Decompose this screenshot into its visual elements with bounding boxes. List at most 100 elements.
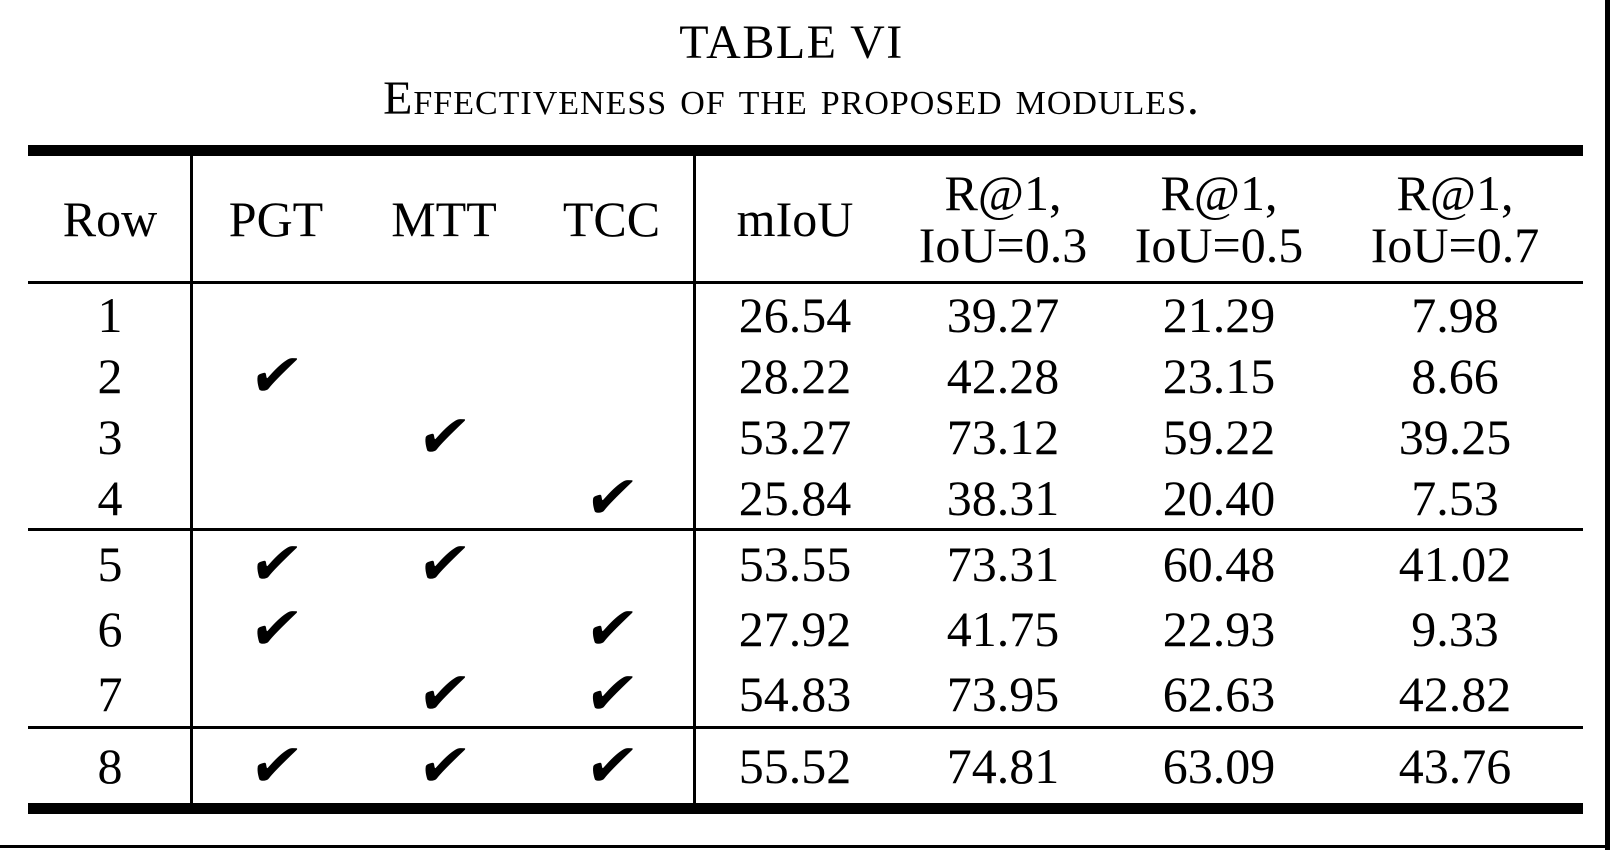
table-row: 6 ✔ ✔ 27.92 41.75 22.93 9.33 [28, 593, 1583, 664]
header-row: Row PGT MTT TCC mIoU R@1, IoU=0.3 R@1, I… [28, 156, 1583, 281]
table-row: 8 ✔ ✔ ✔ 55.52 74.81 63.09 43.76 [28, 729, 1583, 803]
table-row: 3 ✔ 53.27 73.12 59.22 39.25 [28, 401, 1583, 472]
r1-iou03-value-cell: 73.31 [946, 535, 1060, 592]
r1-iou07-value-cell: 7.53 [1411, 469, 1499, 526]
miou-value-cell: 54.83 [738, 665, 852, 722]
r1-iou05-value-cell: 59.22 [1162, 408, 1276, 465]
miou-value-cell: 28.22 [738, 347, 852, 404]
tcc-check-cell [523, 406, 701, 467]
pgt-check-cell: ✔ [244, 528, 308, 599]
mtt-check-cell [355, 284, 534, 345]
col-header-mtt: MTT [391, 190, 497, 247]
miou-value-cell: 53.27 [738, 408, 852, 465]
r1-iou05-value-cell: 62.63 [1162, 665, 1276, 722]
table-caption-block: TABLE VI Effectiveness of the proposed m… [0, 14, 1583, 126]
col-header-r1-iou07-line1: R@1, [1396, 164, 1514, 221]
miou-value-cell: 53.55 [738, 535, 852, 592]
column-separator-2 [693, 156, 696, 803]
header-rule [28, 281, 1583, 284]
tcc-check-cell: ✔ [580, 658, 643, 729]
col-header-tcc: TCC [562, 190, 661, 247]
row-number-cell: 6 [97, 600, 123, 657]
mtt-check-cell [355, 467, 534, 528]
table-caption-text: Effectiveness of the proposed modules. [383, 72, 1200, 125]
col-header-r1-iou07-line2: IoU=0.7 [1370, 216, 1540, 273]
pgt-check-cell [187, 284, 366, 345]
r1-iou05-value-cell: 63.09 [1162, 738, 1276, 794]
r1-iou07-value-cell: 9.33 [1411, 600, 1499, 657]
tcc-check-cell [522, 531, 700, 596]
tcc-check-cell: ✔ [580, 593, 643, 664]
col-header-r1-iou03-line2: IoU=0.3 [918, 216, 1088, 273]
row-number-cell: 1 [97, 286, 123, 343]
r1-iou05-value-cell: 23.15 [1162, 347, 1276, 404]
col-header-r1-iou07: R@1, IoU=0.7 [1327, 156, 1583, 281]
pgt-check-cell: ✔ [244, 593, 308, 664]
results-table: Row PGT MTT TCC mIoU R@1, IoU=0.3 R@1, I… [28, 145, 1583, 814]
row-number-cell: 7 [97, 665, 123, 722]
tcc-check-cell [523, 345, 701, 406]
row-number-cell: 8 [97, 738, 123, 794]
pgt-check-cell: ✔ [244, 340, 308, 411]
table-row: 5 ✔ ✔ 53.55 73.31 60.48 41.02 [28, 528, 1583, 599]
miou-value-cell: 27.92 [738, 600, 852, 657]
tcc-check-cell: ✔ [580, 731, 643, 801]
r1-iou03-value-cell: 41.75 [946, 600, 1060, 657]
r1-iou07-value-cell: 41.02 [1398, 535, 1512, 592]
top-rule [28, 145, 1583, 156]
table-number: TABLE VI [679, 16, 904, 69]
r1-iou07-value-cell: 7.98 [1411, 286, 1499, 343]
col-header-miou: mIoU [736, 190, 854, 247]
r1-iou07-value-cell: 8.66 [1411, 347, 1499, 404]
mtt-check-cell [354, 596, 533, 661]
r1-iou03-value-cell: 73.95 [946, 665, 1060, 722]
mtt-check-cell [355, 345, 534, 406]
table-row: 2 ✔ 28.22 42.28 23.15 8.66 [28, 340, 1583, 411]
row-number-cell: 5 [97, 535, 123, 592]
r1-iou07-value-cell: 42.82 [1398, 665, 1512, 722]
col-header-r1-iou03: R@1, IoU=0.3 [895, 156, 1111, 281]
group-rule-2 [28, 726, 1583, 729]
miou-value-cell: 55.52 [738, 738, 852, 794]
col-header-pgt: PGT [228, 190, 324, 247]
r1-iou07-value-cell: 39.25 [1398, 408, 1512, 465]
table-row: 7 ✔ ✔ 54.83 73.95 62.63 42.82 [28, 658, 1583, 729]
pgt-check-cell [187, 406, 366, 467]
mtt-check-cell: ✔ [412, 528, 476, 599]
table-row: 4 ✔ 25.84 38.31 20.40 7.53 [28, 462, 1583, 533]
miou-value-cell: 25.84 [738, 469, 852, 526]
tcc-check-cell [523, 284, 701, 345]
page-right-border [1605, 0, 1610, 850]
pgt-check-cell [186, 661, 365, 726]
pgt-check-cell: ✔ [244, 731, 308, 801]
r1-iou05-value-cell: 60.48 [1162, 535, 1276, 592]
col-header-row: Row [62, 190, 158, 247]
table-row: 1 26.54 39.27 21.29 7.98 [28, 284, 1583, 345]
column-separator-1 [190, 156, 193, 803]
bottom-rule [28, 803, 1583, 814]
r1-iou05-value-cell: 20.40 [1162, 469, 1276, 526]
col-header-r1-iou03-line1: R@1, [944, 164, 1062, 221]
col-header-r1-iou05-line1: R@1, [1160, 164, 1278, 221]
mtt-check-cell: ✔ [412, 401, 476, 472]
row-number-cell: 4 [97, 469, 123, 526]
pgt-check-cell [187, 467, 366, 528]
r1-iou03-value-cell: 39.27 [946, 286, 1060, 343]
row-number-cell: 3 [97, 408, 123, 465]
r1-iou05-value-cell: 22.93 [1162, 600, 1276, 657]
col-header-r1-iou05-line2: IoU=0.5 [1134, 216, 1304, 273]
group-rule-1 [28, 528, 1583, 531]
r1-iou07-value-cell: 43.76 [1398, 738, 1512, 794]
r1-iou05-value-cell: 21.29 [1162, 286, 1276, 343]
mtt-check-cell: ✔ [412, 731, 476, 801]
col-header-r1-iou05: R@1, IoU=0.5 [1111, 156, 1327, 281]
page-bottom-border [0, 845, 1610, 848]
row-number-cell: 2 [97, 347, 123, 404]
r1-iou03-value-cell: 38.31 [946, 469, 1060, 526]
tcc-check-cell: ✔ [580, 462, 643, 533]
r1-iou03-value-cell: 42.28 [946, 347, 1060, 404]
mtt-check-cell: ✔ [412, 658, 476, 729]
r1-iou03-value-cell: 73.12 [946, 408, 1060, 465]
r1-iou03-value-cell: 74.81 [946, 738, 1060, 794]
